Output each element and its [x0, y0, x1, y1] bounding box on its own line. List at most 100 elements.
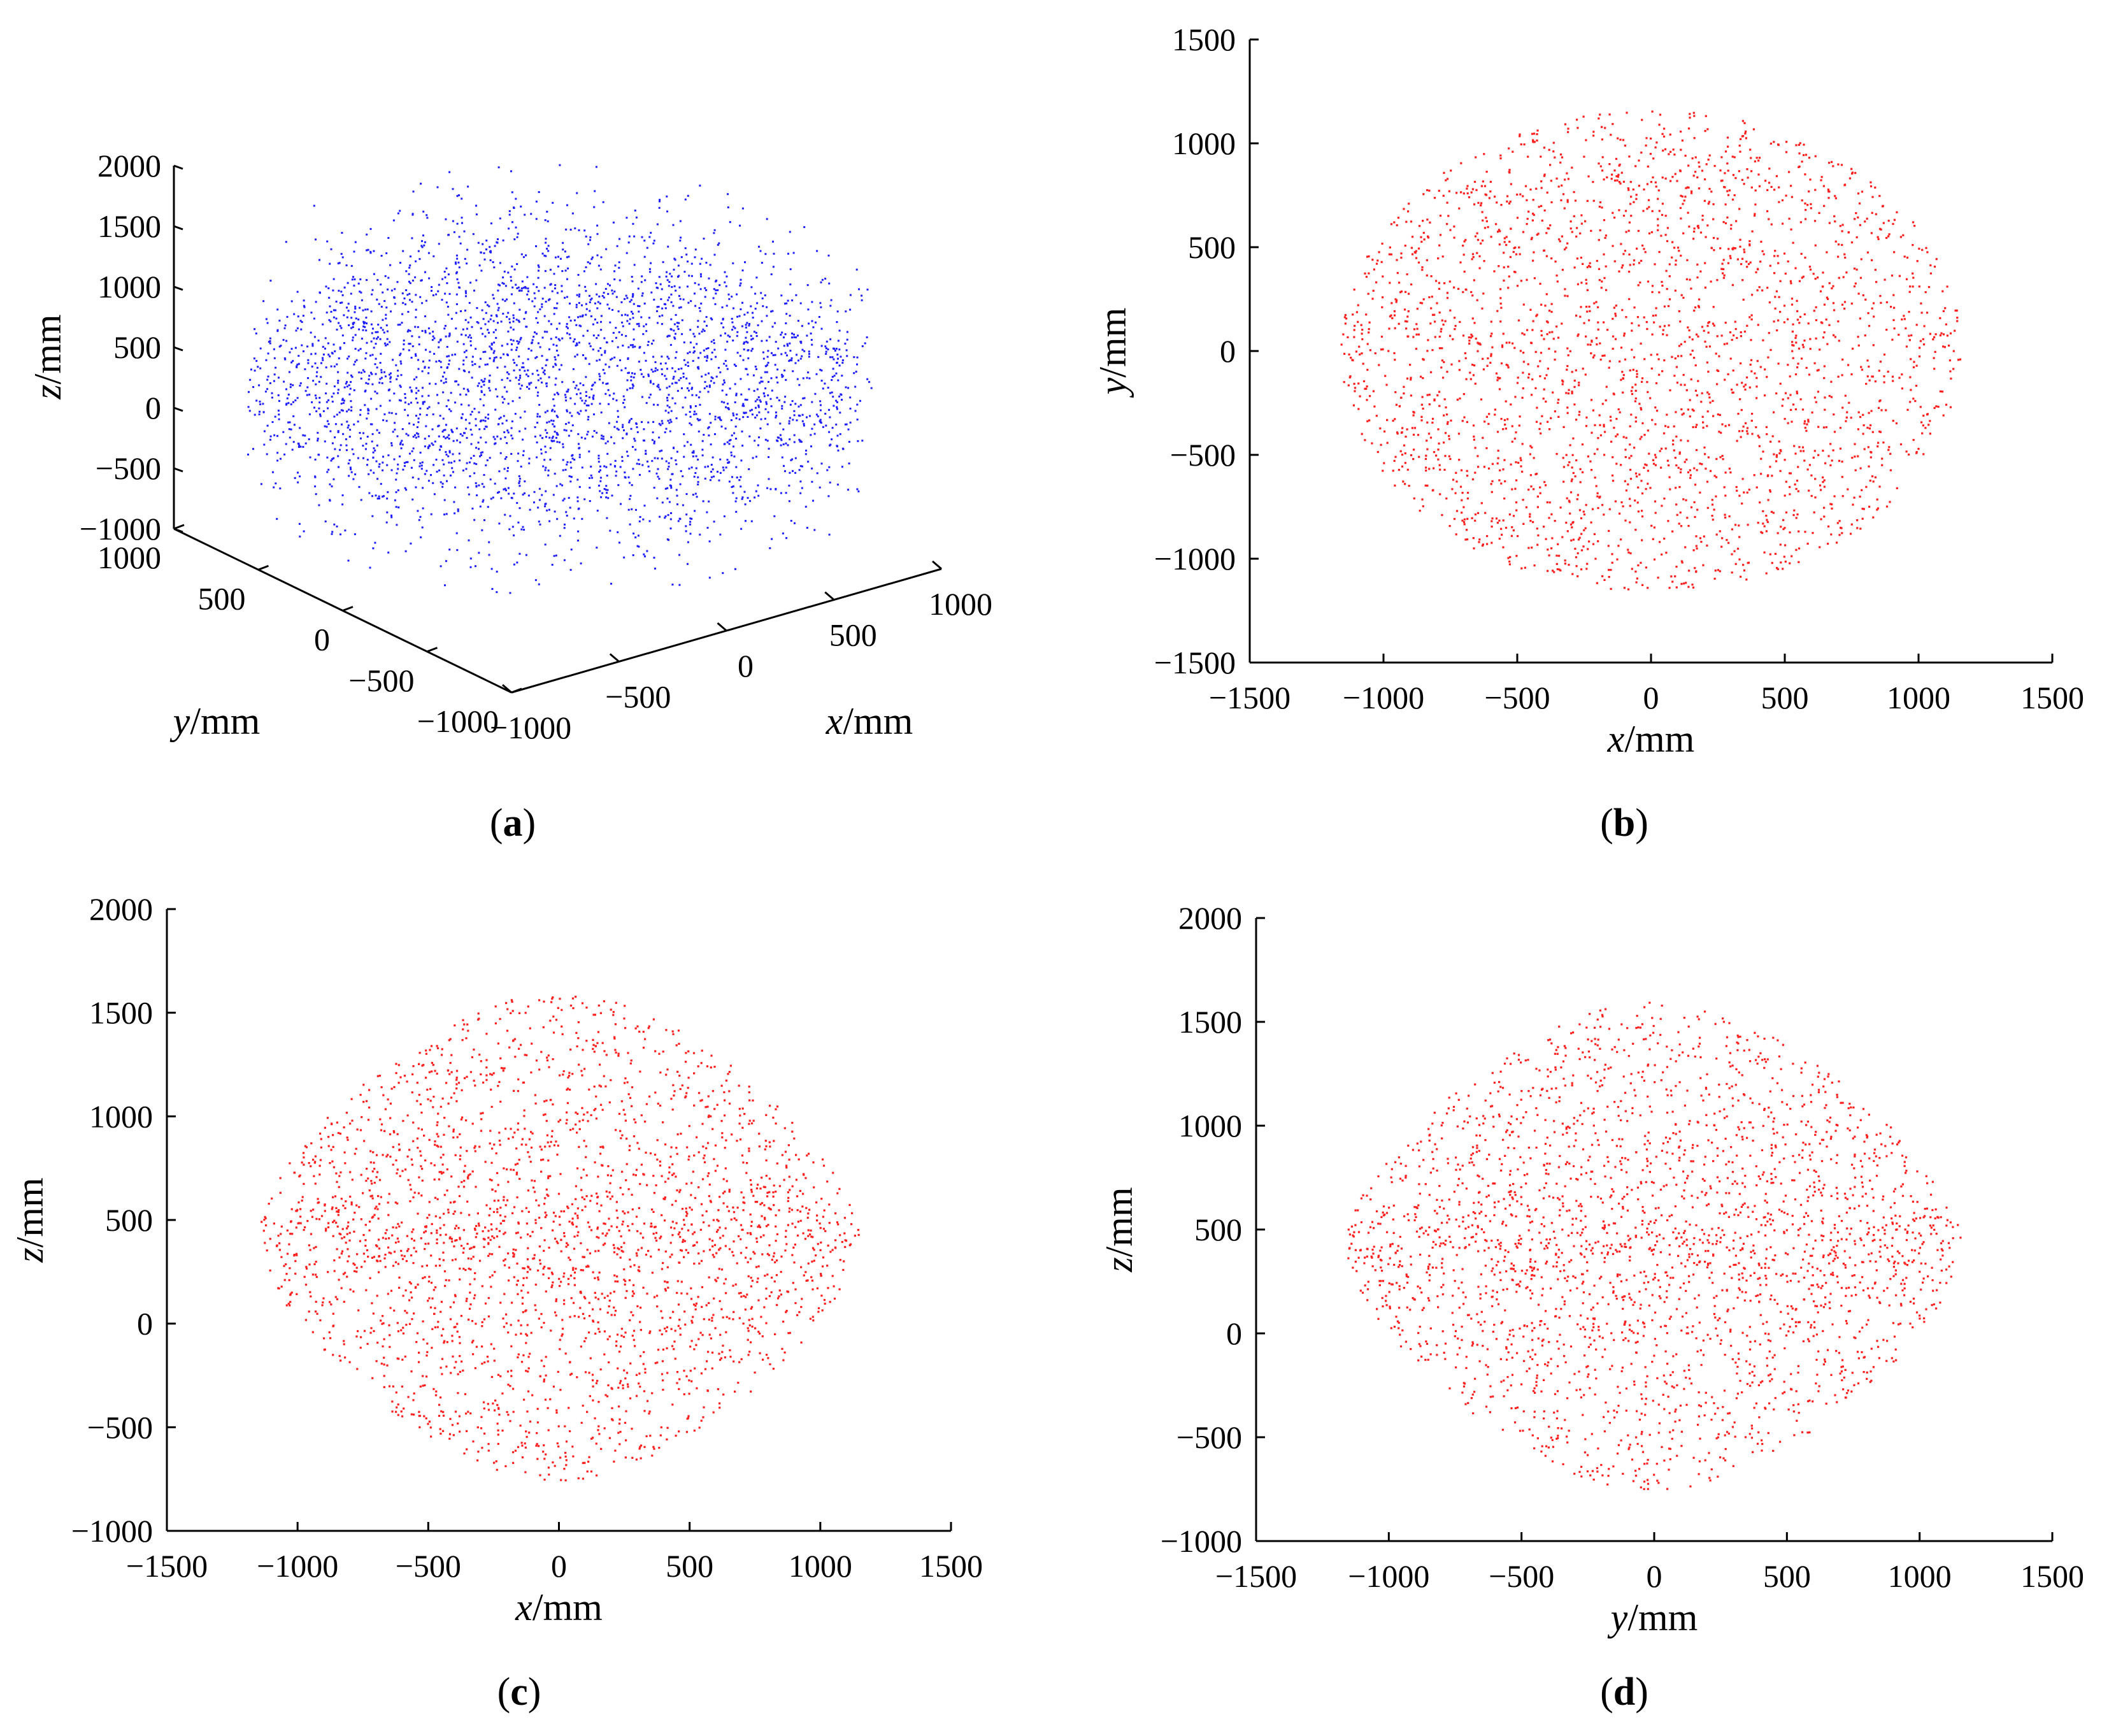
- data-point: [775, 415, 778, 417]
- data-point: [776, 439, 778, 441]
- data-point: [441, 485, 444, 488]
- data-point: [604, 392, 607, 395]
- data-point: [602, 201, 604, 203]
- data-point: [1478, 255, 1481, 257]
- data-point: [622, 437, 624, 440]
- data-point: [525, 254, 527, 257]
- data-point: [473, 462, 476, 464]
- data-point: [1872, 480, 1875, 483]
- data-point: [1520, 459, 1522, 462]
- data-point: [419, 452, 422, 454]
- data-point: [637, 534, 640, 537]
- data-point: [1775, 454, 1778, 456]
- data-point: [660, 362, 662, 365]
- data-point: [268, 341, 270, 343]
- data-point: [697, 481, 699, 484]
- data-point: [622, 395, 625, 398]
- data-point: [1466, 497, 1469, 500]
- data-point: [1757, 173, 1760, 176]
- data-point: [1634, 472, 1638, 475]
- data-point: [754, 292, 757, 295]
- data-point: [625, 294, 627, 297]
- data-point: [1343, 381, 1345, 384]
- data-point: [1593, 452, 1596, 456]
- data-point: [624, 477, 627, 479]
- data-point: [568, 316, 571, 319]
- data-point: [643, 428, 645, 431]
- data-point: [655, 287, 658, 289]
- data-point: [1804, 173, 1806, 176]
- data-point: [1909, 376, 1912, 378]
- data-point: [1870, 451, 1873, 454]
- data-point: [740, 393, 743, 396]
- data-point: [1471, 317, 1474, 320]
- data-point: [722, 326, 725, 329]
- data-point: [545, 238, 547, 240]
- data-point: [667, 299, 669, 301]
- data-point: [617, 415, 619, 418]
- data-point: [421, 240, 423, 242]
- data-point: [1684, 196, 1687, 198]
- data-point: [710, 340, 713, 343]
- data-point: [1353, 336, 1355, 338]
- data-point: [719, 371, 722, 373]
- data-point: [1731, 155, 1734, 158]
- data-point: [550, 338, 552, 340]
- data-point: [1678, 250, 1680, 252]
- data-point: [830, 299, 833, 301]
- data-point: [541, 252, 544, 255]
- data-point: [262, 403, 264, 405]
- data-point: [720, 419, 722, 422]
- data-point: [1724, 150, 1727, 153]
- data-point: [1449, 334, 1452, 337]
- data-point: [422, 401, 424, 403]
- data-point: [1640, 407, 1642, 410]
- data-point: [615, 399, 618, 401]
- data-point: [458, 452, 461, 455]
- data-point: [539, 415, 541, 418]
- data-point: [732, 492, 734, 494]
- data-point: [811, 401, 813, 403]
- data-point: [1587, 343, 1589, 346]
- data-point: [331, 400, 334, 403]
- data-point: [399, 384, 401, 387]
- data-point: [397, 489, 399, 492]
- data-point: [1892, 294, 1895, 296]
- data-point: [762, 357, 765, 360]
- data-point: [350, 292, 352, 295]
- data-point: [811, 467, 813, 470]
- data-point: [1443, 171, 1445, 174]
- data-point: [1913, 361, 1915, 363]
- data-point: [1431, 421, 1434, 424]
- data-point: [1730, 227, 1733, 230]
- data-point: [1726, 136, 1729, 139]
- data-point: [527, 348, 530, 350]
- data-point: [325, 366, 327, 369]
- data-point: [1543, 147, 1546, 149]
- data-point: [713, 348, 716, 351]
- data-point: [1608, 360, 1611, 362]
- data-point: [343, 286, 346, 289]
- data-point: [676, 494, 678, 497]
- data-point: [1828, 161, 1831, 164]
- data-point: [378, 303, 380, 305]
- data-point: [519, 375, 522, 377]
- data-point: [468, 371, 470, 373]
- data-point: [497, 423, 499, 426]
- data-point: [756, 302, 759, 305]
- data-point: [1417, 261, 1420, 264]
- data-point: [1526, 278, 1528, 281]
- data-point: [554, 473, 556, 475]
- data-point: [825, 424, 827, 427]
- data-point: [587, 329, 589, 332]
- data-point: [800, 441, 803, 443]
- data-point: [650, 291, 653, 294]
- data-point: [473, 519, 476, 521]
- data-point: [375, 331, 377, 333]
- data-point: [692, 494, 694, 496]
- data-point: [541, 355, 543, 357]
- data-point: [1664, 177, 1667, 180]
- data-point: [427, 394, 430, 397]
- data-point: [1416, 327, 1419, 330]
- data-point: [432, 294, 434, 296]
